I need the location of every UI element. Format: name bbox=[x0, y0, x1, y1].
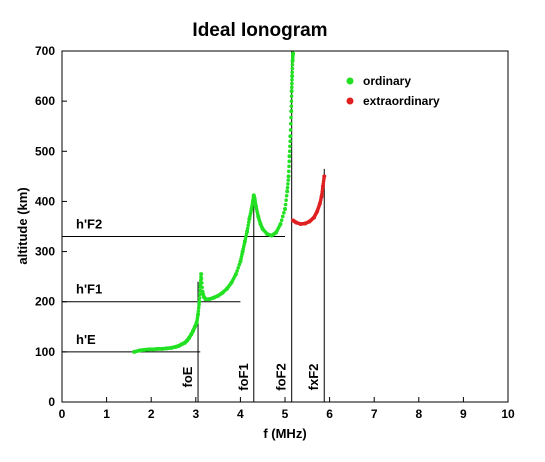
data-points bbox=[132, 51, 327, 354]
x-tick-label: 1 bbox=[103, 407, 110, 421]
data-point bbox=[288, 134, 293, 139]
plot-frame bbox=[61, 50, 509, 403]
data-point bbox=[288, 139, 292, 144]
data-point bbox=[284, 198, 288, 202]
height-label: h'E bbox=[76, 332, 96, 347]
critical-frequency-label: foF2 bbox=[274, 363, 289, 390]
data-point bbox=[286, 178, 291, 182]
y-axis-label: altitude (km) bbox=[15, 187, 30, 264]
x-tick-label: 2 bbox=[148, 407, 155, 421]
y-tick-label: 600 bbox=[35, 94, 55, 108]
data-point bbox=[289, 94, 294, 98]
y-tick-label: 400 bbox=[35, 194, 55, 208]
height-label: h'F1 bbox=[76, 282, 102, 297]
data-point bbox=[282, 210, 286, 215]
data-point bbox=[290, 85, 294, 90]
data-point bbox=[245, 229, 250, 234]
legend-label: ordinary bbox=[363, 74, 411, 88]
data-point bbox=[199, 276, 204, 281]
legend: ordinary extraordinary bbox=[346, 74, 440, 108]
data-point bbox=[288, 144, 292, 149]
data-point bbox=[200, 281, 204, 285]
data-point bbox=[196, 312, 201, 317]
x-tick-label: 0 bbox=[59, 407, 66, 421]
data-point bbox=[289, 109, 294, 114]
legend-marker bbox=[346, 97, 354, 105]
data-point bbox=[288, 128, 293, 132]
data-point bbox=[197, 296, 202, 300]
critical-frequency-label: fxF2 bbox=[306, 364, 321, 391]
data-point bbox=[246, 220, 251, 224]
x-tick-label: 8 bbox=[415, 407, 422, 421]
data-point bbox=[286, 182, 290, 186]
data-point bbox=[322, 174, 327, 179]
data-point bbox=[287, 159, 292, 164]
y-tick-label: 500 bbox=[35, 144, 55, 158]
data-point bbox=[290, 81, 294, 86]
x-axis-label: f (MHz) bbox=[263, 426, 306, 441]
data-point bbox=[283, 202, 288, 207]
x-tick-label: 6 bbox=[326, 407, 333, 421]
x-tick-label: 4 bbox=[237, 407, 244, 421]
data-point bbox=[237, 262, 242, 267]
data-point bbox=[287, 164, 291, 169]
data-point bbox=[290, 70, 295, 75]
critical-frequency-label: foF1 bbox=[236, 363, 251, 390]
data-point bbox=[285, 189, 290, 194]
y-tick-label: 100 bbox=[35, 345, 55, 359]
data-point bbox=[246, 223, 251, 228]
y-tick-label: 700 bbox=[35, 44, 55, 58]
y-tick-label: 0 bbox=[48, 395, 55, 409]
x-tick-label: 7 bbox=[371, 407, 378, 421]
data-point bbox=[279, 218, 284, 223]
data-point bbox=[287, 154, 292, 159]
legend-marker bbox=[346, 77, 354, 85]
data-point bbox=[283, 206, 287, 211]
data-point bbox=[196, 306, 201, 310]
data-point bbox=[278, 221, 283, 226]
data-point bbox=[284, 193, 289, 198]
chart-title: Ideal Ionogram bbox=[192, 20, 327, 41]
x-tick-label: 5 bbox=[282, 407, 289, 421]
data-point bbox=[289, 89, 294, 94]
data-point bbox=[236, 266, 240, 270]
y-tick-label: 300 bbox=[35, 245, 55, 259]
data-point bbox=[198, 292, 202, 296]
data-point bbox=[289, 99, 294, 103]
data-point bbox=[200, 285, 204, 290]
data-point bbox=[196, 309, 201, 313]
data-point bbox=[280, 214, 285, 219]
data-point bbox=[288, 121, 293, 126]
data-point bbox=[291, 51, 296, 56]
x-tick-label: 9 bbox=[460, 407, 467, 421]
x-tick-label: 3 bbox=[192, 407, 199, 421]
data-point bbox=[290, 66, 295, 71]
data-point bbox=[233, 272, 238, 277]
data-point bbox=[289, 104, 294, 108]
reference-lines: h'E h'F1 h'F2 foE foF1 foF2 fxF2 bbox=[62, 51, 325, 402]
data-point bbox=[197, 299, 202, 304]
data-point bbox=[197, 303, 201, 307]
data-point bbox=[199, 272, 204, 277]
height-label: h'F2 bbox=[76, 217, 102, 232]
data-point bbox=[245, 226, 250, 231]
y-tick-label: 200 bbox=[35, 295, 55, 309]
data-point bbox=[289, 115, 293, 120]
data-point bbox=[290, 78, 294, 82]
legend-label: extraordinary bbox=[363, 94, 440, 108]
data-point bbox=[290, 62, 295, 67]
data-point bbox=[290, 74, 295, 79]
x-tick-label: 10 bbox=[501, 407, 515, 421]
data-point bbox=[285, 185, 290, 190]
data-point bbox=[286, 169, 291, 174]
data-point bbox=[286, 174, 291, 179]
data-point bbox=[287, 149, 292, 154]
data-point bbox=[235, 269, 239, 273]
critical-frequency-label: foE bbox=[180, 366, 195, 387]
